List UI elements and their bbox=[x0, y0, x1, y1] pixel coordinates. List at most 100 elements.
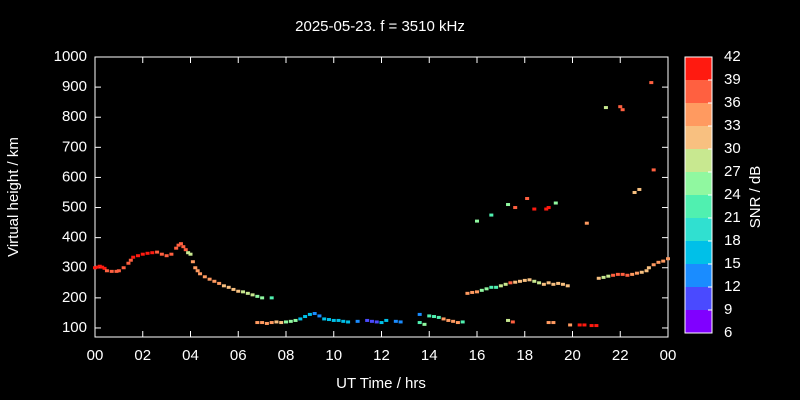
data-point bbox=[207, 277, 212, 281]
data-point bbox=[217, 281, 222, 285]
data-point bbox=[336, 318, 341, 322]
x-tick-label: 04 bbox=[182, 347, 199, 364]
colorbar-tick-label: 33 bbox=[724, 117, 741, 134]
data-point bbox=[140, 252, 145, 256]
data-point bbox=[556, 281, 561, 285]
data-point bbox=[630, 272, 635, 276]
data-point bbox=[606, 274, 611, 278]
data-point bbox=[620, 272, 625, 276]
x-tick-label: 00 bbox=[87, 347, 104, 364]
data-point bbox=[284, 320, 288, 324]
data-point bbox=[661, 259, 666, 263]
data-point bbox=[346, 320, 351, 324]
data-point bbox=[121, 266, 126, 270]
x-tick-label: 16 bbox=[469, 347, 486, 364]
data-point bbox=[365, 318, 370, 322]
data-point bbox=[513, 206, 518, 210]
data-point bbox=[455, 321, 460, 325]
y-tick-label: 100 bbox=[62, 319, 87, 336]
colorbar-band bbox=[685, 218, 712, 241]
data-point bbox=[100, 265, 105, 269]
y-tick-label: 200 bbox=[62, 289, 87, 306]
data-point bbox=[174, 246, 179, 250]
x-tick-label: 02 bbox=[134, 347, 151, 364]
x-tick-label: 14 bbox=[421, 347, 438, 364]
colorbar-band bbox=[685, 310, 712, 333]
data-point bbox=[546, 281, 551, 285]
x-tick-label: 10 bbox=[325, 347, 342, 364]
data-point bbox=[307, 312, 312, 316]
data-point bbox=[274, 320, 279, 324]
data-point bbox=[465, 291, 470, 295]
data-point bbox=[155, 250, 160, 254]
y-tick-label: 900 bbox=[62, 78, 87, 95]
data-point bbox=[634, 271, 639, 275]
data-point bbox=[649, 81, 654, 85]
data-point bbox=[510, 320, 515, 324]
data-point bbox=[601, 275, 606, 279]
colorbar-label: SNR / dB bbox=[747, 166, 764, 229]
data-point bbox=[279, 321, 284, 325]
data-point bbox=[553, 201, 558, 205]
x-tick-label: 08 bbox=[278, 347, 295, 364]
data-point bbox=[245, 291, 250, 295]
colorbar-band bbox=[685, 57, 712, 80]
data-point bbox=[264, 321, 269, 325]
data-point bbox=[202, 275, 207, 279]
data-point bbox=[102, 266, 107, 270]
data-point bbox=[241, 290, 246, 294]
data-point bbox=[620, 108, 625, 112]
data-point bbox=[126, 261, 131, 265]
data-point bbox=[150, 251, 155, 255]
data-point bbox=[446, 318, 451, 322]
data-point bbox=[596, 276, 601, 280]
data-point bbox=[441, 317, 446, 321]
data-point bbox=[393, 319, 398, 323]
data-point bbox=[577, 323, 582, 327]
x-tick-label: 06 bbox=[230, 347, 247, 364]
data-point bbox=[221, 284, 226, 288]
colorbar-band bbox=[685, 103, 712, 126]
data-point bbox=[646, 266, 651, 270]
data-point bbox=[131, 255, 136, 259]
colorbar-tick-label: 15 bbox=[724, 255, 741, 272]
data-point bbox=[632, 190, 637, 194]
data-point bbox=[384, 318, 389, 322]
y-tick-label: 300 bbox=[62, 259, 87, 276]
data-point bbox=[260, 296, 265, 300]
colorbar-tick-label: 30 bbox=[724, 140, 741, 157]
y-axis-label: Virtual height / km bbox=[5, 137, 22, 257]
data-point bbox=[317, 314, 322, 318]
data-point bbox=[188, 252, 193, 256]
data-point bbox=[398, 320, 403, 324]
y-tick-label: 700 bbox=[62, 138, 87, 155]
data-point bbox=[498, 284, 503, 288]
data-point bbox=[517, 279, 522, 283]
colorbar-tick-label: 12 bbox=[724, 278, 741, 295]
data-point bbox=[513, 280, 518, 284]
x-tick-label: 22 bbox=[612, 347, 629, 364]
data-point bbox=[451, 319, 456, 323]
colorbar-band bbox=[685, 264, 712, 287]
data-point bbox=[293, 318, 298, 322]
data-point bbox=[427, 314, 432, 318]
data-point bbox=[479, 288, 484, 292]
y-tick-label: 500 bbox=[62, 199, 87, 216]
data-point bbox=[298, 317, 303, 321]
colorbar-tick-label: 18 bbox=[724, 232, 741, 249]
colorbar-tick-label: 6 bbox=[724, 324, 732, 341]
data-point bbox=[611, 273, 616, 277]
data-point bbox=[508, 281, 513, 285]
plot-frame bbox=[94, 56, 669, 338]
data-point bbox=[212, 279, 217, 283]
data-point bbox=[369, 319, 374, 323]
data-point bbox=[644, 269, 649, 273]
data-point bbox=[183, 248, 188, 252]
data-point bbox=[551, 321, 556, 325]
data-point bbox=[109, 269, 114, 273]
data-point bbox=[618, 105, 623, 109]
data-point bbox=[303, 315, 308, 319]
data-point bbox=[198, 272, 203, 276]
y-tick-label: 800 bbox=[62, 108, 87, 125]
data-point bbox=[475, 290, 479, 294]
